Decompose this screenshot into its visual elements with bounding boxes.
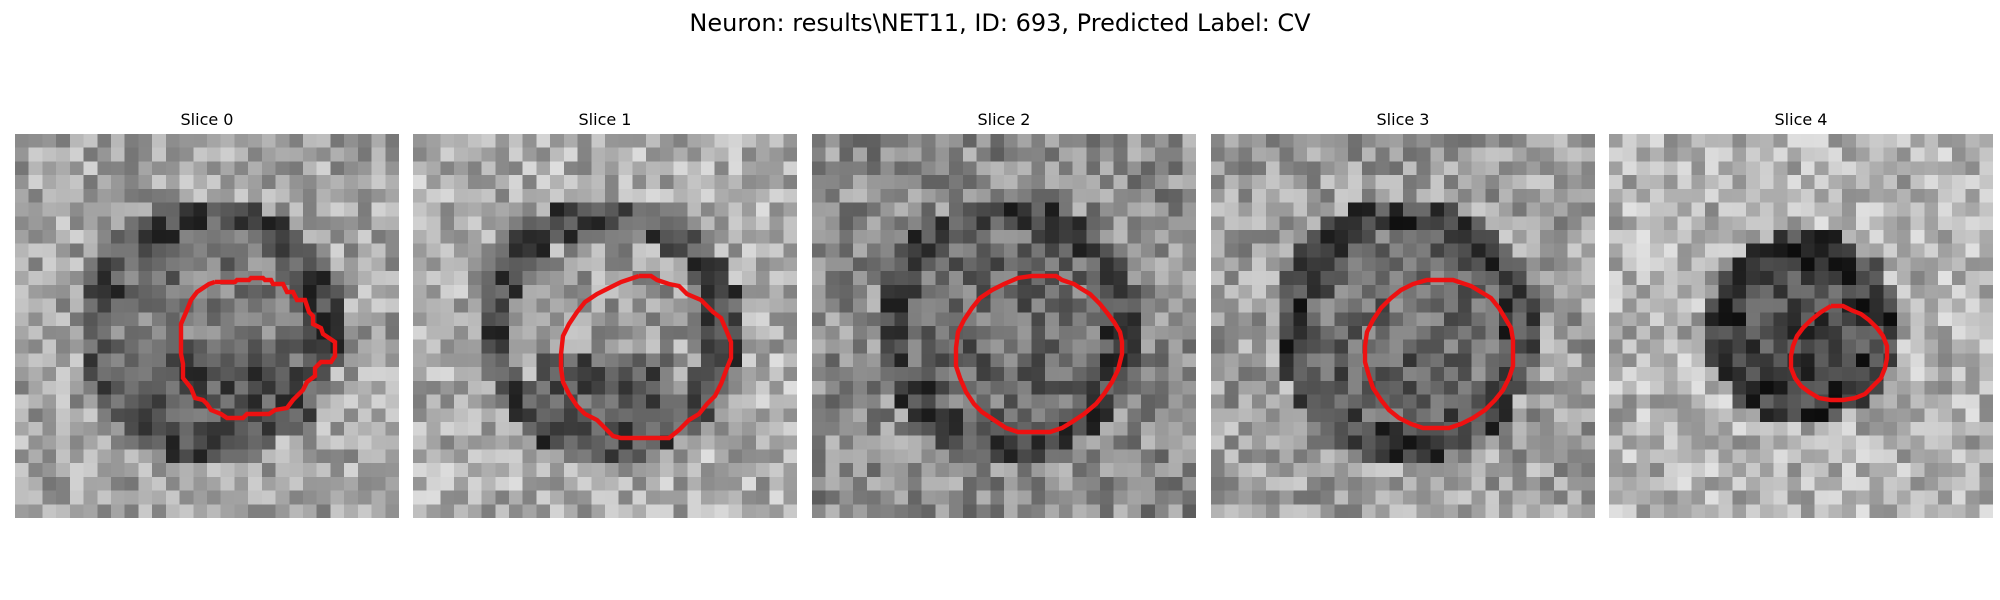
contour-outline xyxy=(15,134,399,518)
slice-panel-2: Slice 2 xyxy=(812,110,1196,525)
contour-outline xyxy=(413,134,797,518)
slice-panel-1: Slice 1 xyxy=(413,110,797,525)
slice-title: Slice 1 xyxy=(413,110,797,130)
figure-title: Neuron: results\NET11, ID: 693, Predicte… xyxy=(0,8,2000,38)
slice-panel-4: Slice 4 xyxy=(1609,110,1993,525)
slice-panel-0: Slice 0 xyxy=(15,110,399,525)
contour-outline xyxy=(1211,134,1595,518)
contour-outline xyxy=(1609,134,1993,518)
slice-title: Slice 4 xyxy=(1609,110,1993,130)
slice-title: Slice 0 xyxy=(15,110,399,130)
slice-title: Slice 3 xyxy=(1211,110,1595,130)
slice-title: Slice 2 xyxy=(812,110,1196,130)
contour-outline xyxy=(812,134,1196,518)
slice-panel-3: Slice 3 xyxy=(1211,110,1595,525)
